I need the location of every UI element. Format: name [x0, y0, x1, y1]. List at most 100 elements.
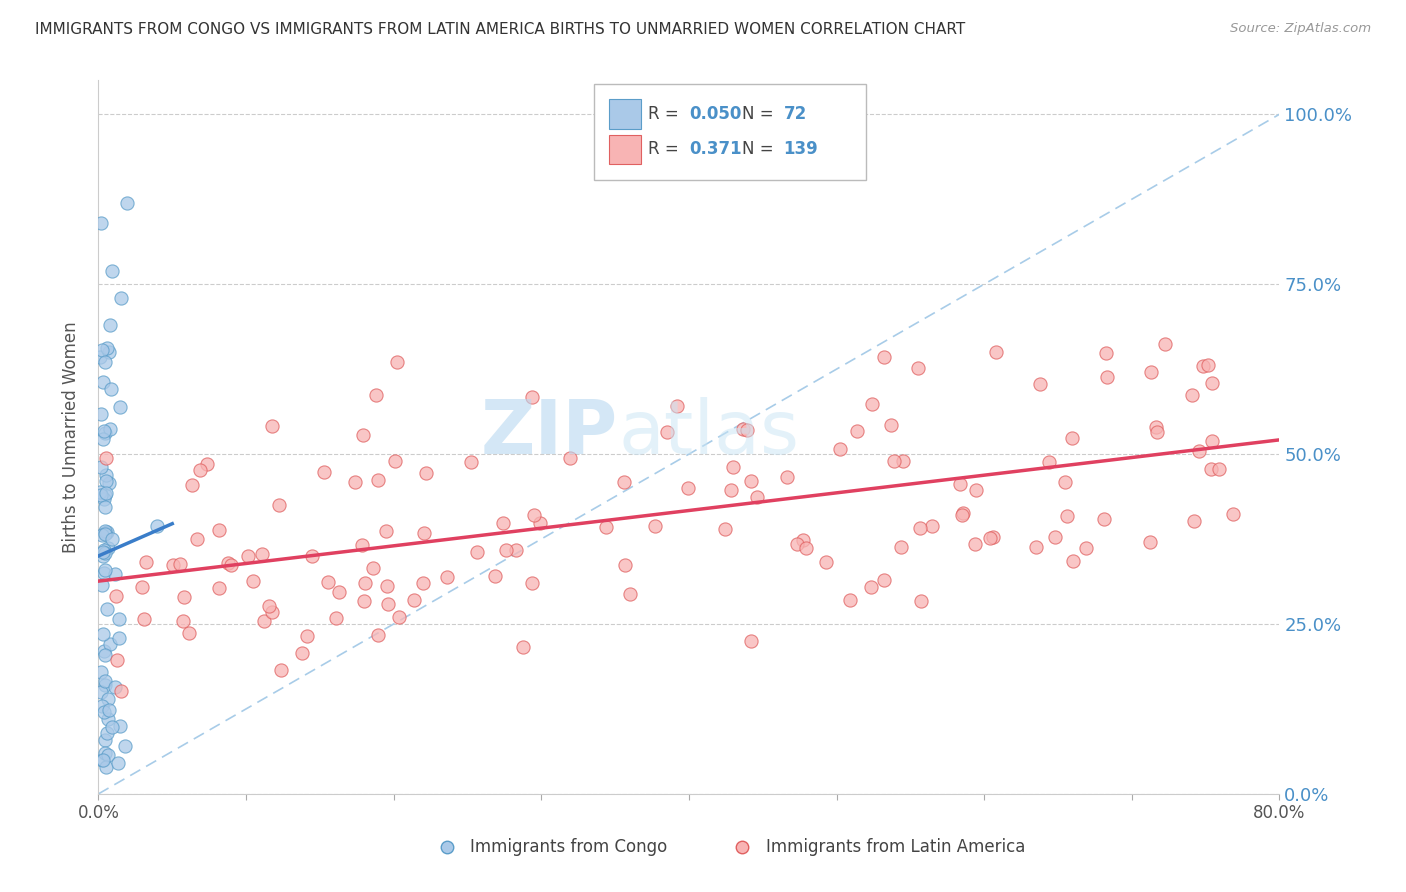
Point [93, 566, 115, 581]
Point [385, 355, 408, 369]
Point [415, 466, 437, 480]
Point [162, 558, 184, 572]
Point [100, 263, 122, 277]
Point [217, 556, 239, 570]
Text: N =: N = [742, 141, 773, 159]
Point [89, 485, 111, 500]
FancyBboxPatch shape [609, 135, 641, 164]
Point [328, 585, 350, 599]
Point [90, 685, 112, 699]
Point [720, 483, 742, 497]
Point [921, 519, 943, 533]
Point [91, 753, 114, 767]
Point [1095, 369, 1118, 384]
Point [96, 725, 118, 739]
Point [1192, 359, 1215, 373]
Point [108, 719, 131, 733]
Point [97, 748, 120, 763]
Point [91, 432, 114, 446]
Point [94, 488, 117, 502]
Point [94, 546, 117, 560]
Point [135, 555, 157, 569]
Point [1154, 336, 1177, 351]
Point [98, 345, 121, 359]
Point [979, 531, 1001, 545]
Point [93, 644, 115, 658]
Point [558, 450, 581, 465]
Point [375, 579, 398, 593]
Point [860, 397, 883, 411]
Point [965, 537, 987, 551]
Point [97, 541, 120, 555]
Point [786, 537, 808, 551]
Point [94, 746, 117, 760]
Point [97, 703, 120, 717]
Point [104, 589, 127, 603]
Point [172, 614, 194, 628]
Point [105, 653, 128, 667]
Point [984, 345, 1007, 359]
Point [891, 454, 914, 468]
Point [522, 576, 544, 591]
Point [860, 580, 883, 594]
Point [115, 195, 138, 210]
Point [872, 574, 894, 588]
Point [94, 500, 117, 515]
Point [721, 459, 744, 474]
Point [93, 492, 115, 507]
Point [845, 425, 868, 439]
Point [384, 453, 406, 467]
Point [259, 599, 281, 613]
Point [97, 691, 120, 706]
Text: Immigrants from Congo: Immigrants from Congo [471, 838, 668, 856]
Point [353, 594, 375, 608]
Text: R =: R = [648, 141, 678, 159]
Point [1094, 345, 1116, 359]
Point [94, 468, 117, 483]
Point [90, 216, 112, 230]
Point [1208, 462, 1230, 476]
Point [907, 361, 929, 376]
Point [110, 684, 132, 698]
Point [270, 664, 292, 678]
Point [1188, 444, 1211, 458]
Point [90, 460, 112, 475]
Point [740, 634, 762, 648]
Point [657, 425, 679, 440]
Point [745, 490, 768, 504]
Point [1062, 554, 1084, 568]
Point [131, 580, 153, 594]
Point [1025, 540, 1047, 554]
Point [492, 516, 515, 530]
Point [108, 612, 131, 626]
Point [94, 760, 117, 774]
Point [110, 291, 132, 305]
Point [295, 628, 318, 642]
Text: 0.050: 0.050 [689, 105, 741, 123]
Point [90, 343, 112, 357]
Text: 139: 139 [783, 141, 818, 159]
Point [1146, 425, 1168, 440]
Point [735, 423, 758, 437]
Point [388, 609, 411, 624]
Point [1201, 434, 1223, 448]
Point [377, 597, 399, 611]
Point [890, 540, 912, 554]
Point [91, 698, 114, 713]
Text: R =: R = [648, 105, 678, 123]
Point [90, 488, 112, 502]
Point [678, 481, 700, 495]
Point [250, 547, 273, 561]
Point [101, 533, 124, 547]
Point [114, 739, 136, 754]
Point [236, 549, 259, 563]
Point [219, 558, 242, 572]
Point [208, 523, 231, 537]
Point [981, 530, 1004, 544]
Point [94, 450, 117, 465]
Point [94, 732, 117, 747]
Point [1197, 358, 1219, 372]
Point [93, 648, 115, 662]
Point [169, 557, 191, 571]
Point [776, 470, 799, 484]
